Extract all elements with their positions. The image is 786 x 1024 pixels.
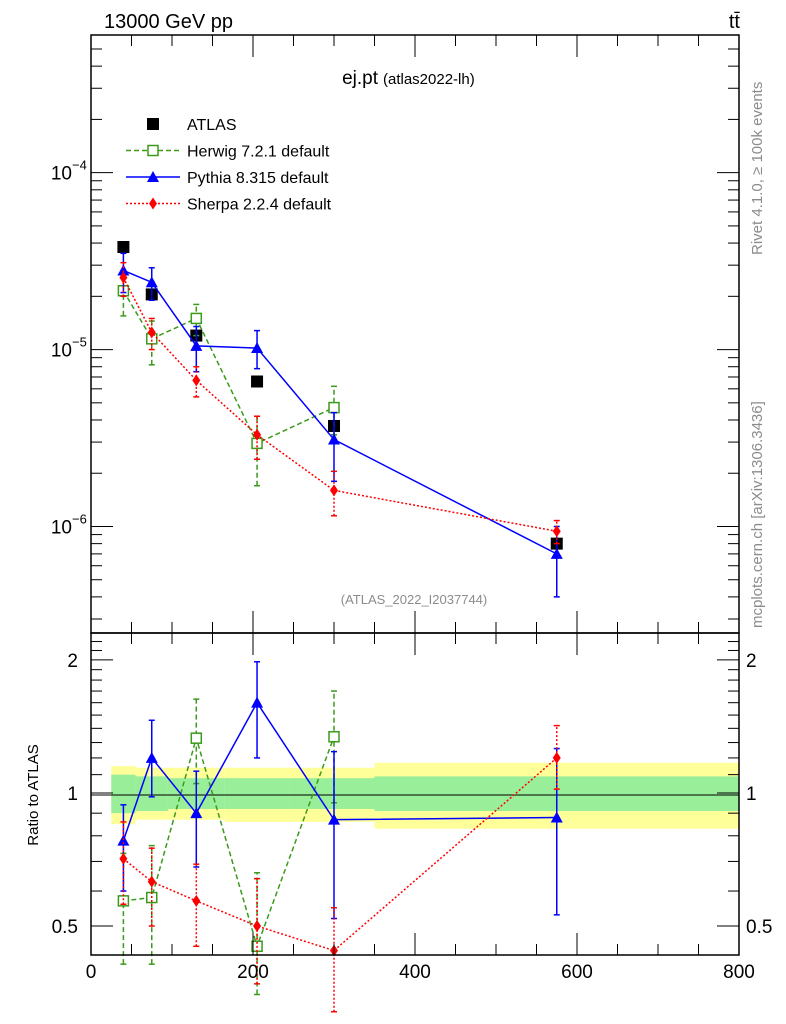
main-panel: ej.pt (atlas2022-lh) (ATLAS_2022_I203774… bbox=[51, 34, 740, 634]
ratio-y-axis-label: Ratio to ATLAS bbox=[25, 744, 42, 845]
ratio-data-point bbox=[328, 730, 340, 743]
ratio-panel: 0.5 0.5 1 1 2 2 0 200 400 600 800 Ratio to ATLAS bbox=[25, 632, 772, 1013]
main-y-tick-label: 10 bbox=[51, 341, 72, 362]
data-point bbox=[251, 342, 264, 354]
ratio-series-2 bbox=[119, 724, 561, 1013]
ratio-data-point bbox=[147, 875, 156, 888]
main-y-tick-label: 10 bbox=[51, 517, 72, 538]
ratio-frame bbox=[90, 632, 740, 956]
ratio-data-point bbox=[550, 811, 563, 823]
legend-marker bbox=[147, 171, 159, 182]
data-point bbox=[117, 241, 130, 254]
ratio-data-point bbox=[251, 696, 264, 708]
ratio-data-point bbox=[119, 852, 128, 865]
data-point bbox=[117, 264, 130, 276]
legend: ATLAS Herwig 7.2.1 default Pythia 8.315 de… bbox=[126, 117, 332, 214]
process-label: tt̄ bbox=[729, 11, 741, 33]
x-tick-label: 600 bbox=[561, 962, 593, 983]
ratio-y-tick-label: 2 bbox=[67, 651, 78, 672]
main-y-tick-label: 10 bbox=[51, 164, 72, 185]
ratio-y-tick-label-right: 0.5 bbox=[746, 917, 772, 938]
ratio-series-line bbox=[122, 757, 558, 952]
ratio-y-tick-label-right: 1 bbox=[746, 784, 757, 805]
plot-title: ej.pt bbox=[342, 68, 379, 89]
data-point bbox=[330, 484, 338, 497]
series-line bbox=[123, 269, 558, 555]
ratio-data-point bbox=[328, 813, 340, 825]
ratio-series-line bbox=[122, 701, 557, 841]
series-0 bbox=[117, 241, 563, 550]
data-point bbox=[190, 339, 203, 351]
main-y-tick-exponent: −6 bbox=[72, 511, 87, 526]
main-y-tick-exponent: −5 bbox=[72, 335, 87, 350]
data-point bbox=[119, 271, 128, 284]
ratio-data-point bbox=[192, 894, 201, 907]
x-tick-label: 200 bbox=[237, 962, 269, 983]
series-3 bbox=[119, 261, 561, 545]
ratio-data-point bbox=[190, 732, 203, 744]
ratio-data-point bbox=[190, 807, 203, 819]
legend-marker bbox=[149, 197, 157, 210]
uncertainty-band-inner bbox=[289, 778, 375, 809]
data-point bbox=[145, 276, 158, 288]
analysis-watermark: (ATLAS_2022_I2037744) bbox=[341, 592, 487, 607]
legend-label: ATLAS bbox=[187, 117, 237, 134]
rivet-version-label: Rivet 4.1.0, ≥ 100k events bbox=[749, 82, 766, 255]
data-point bbox=[328, 401, 340, 414]
data-point bbox=[192, 374, 201, 387]
ratio-y-tick-label: 0.5 bbox=[52, 917, 78, 938]
x-tick-label: 800 bbox=[723, 962, 755, 983]
data-point bbox=[328, 433, 340, 445]
main-y-tick-exponent: −4 bbox=[72, 158, 87, 173]
series-2 bbox=[117, 252, 563, 598]
ratio-series-1 bbox=[117, 661, 563, 920]
plot-subtitle: (atlas2022-lh) bbox=[383, 71, 475, 88]
x-tick-label: 400 bbox=[399, 962, 431, 983]
energy-label: 13000 GeV pp bbox=[104, 11, 233, 33]
uncertainty-band-inner bbox=[224, 778, 290, 809]
data-point bbox=[147, 326, 156, 339]
legend-label: Herwig 7.2.1 default bbox=[187, 144, 330, 161]
legend-label: Pythia 8.315 default bbox=[187, 170, 329, 187]
legend-marker bbox=[147, 118, 159, 130]
ratio-y-tick-label: 1 bbox=[67, 784, 78, 805]
data-point bbox=[550, 547, 563, 559]
legend-label: Sherpa 2.2.4 default bbox=[187, 197, 332, 214]
mcplots-label: mcplots.cern.ch [arXiv:1306.3436] bbox=[749, 401, 766, 628]
ratio-y-tick-label-right: 2 bbox=[746, 651, 757, 672]
data-point bbox=[190, 312, 203, 325]
series-line bbox=[122, 290, 335, 445]
x-tick-label: 0 bbox=[86, 962, 97, 983]
series-line bbox=[122, 277, 557, 532]
data-point bbox=[251, 375, 264, 388]
data-point bbox=[253, 428, 262, 441]
series-1 bbox=[117, 271, 340, 487]
ratio-data-point bbox=[552, 751, 561, 764]
ratio-data-point bbox=[145, 751, 158, 763]
ratio-data-point bbox=[253, 920, 262, 933]
data-point bbox=[552, 525, 561, 538]
legend-marker bbox=[147, 144, 159, 157]
